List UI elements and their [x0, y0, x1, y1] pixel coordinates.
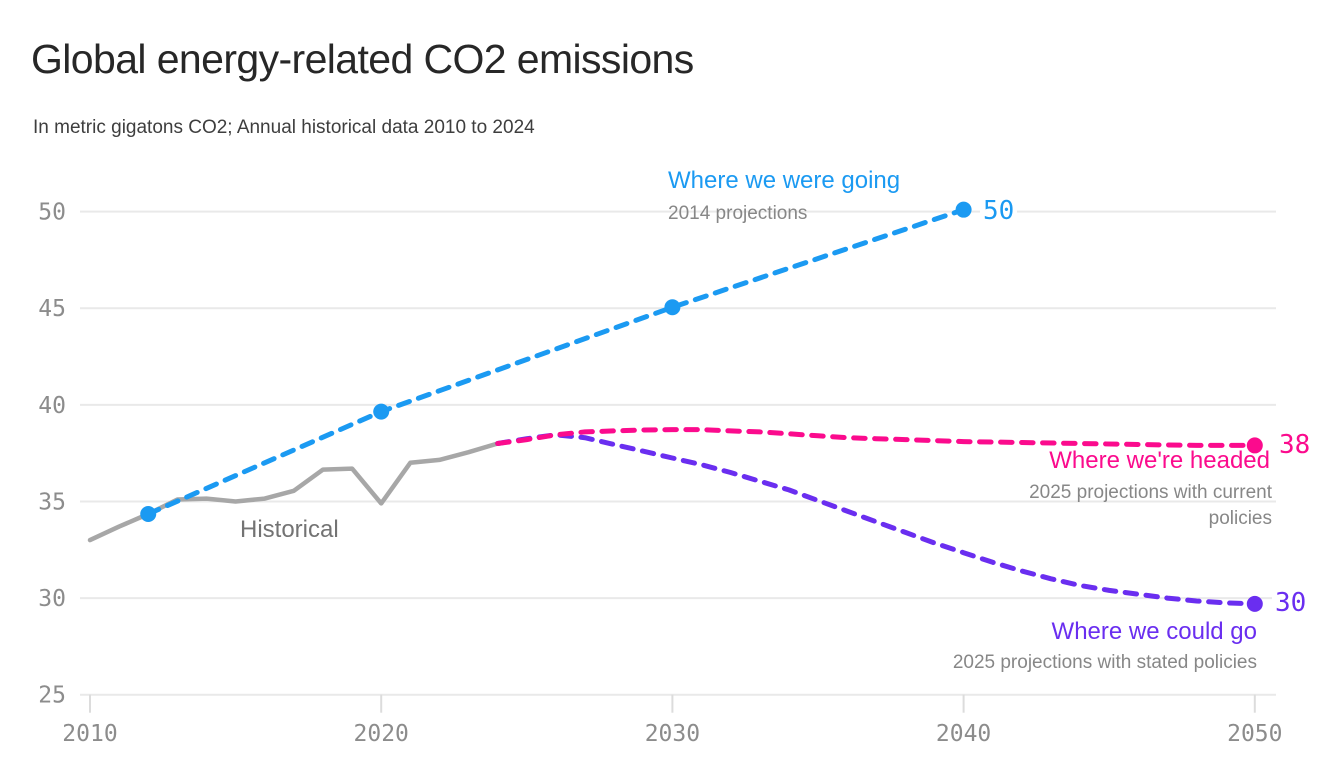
data-point-dot-series-3 [1246, 595, 1263, 612]
series-line-3 [495, 432, 1258, 607]
x-axis-tick-label: 2040 [936, 721, 991, 747]
series-line-2 [495, 427, 1258, 448]
chart-subtitle: In metric gigatons CO2; Annual historica… [33, 117, 535, 138]
data-point-dot-series-1 [140, 506, 157, 523]
x-axis-tick-label: 2050 [1227, 721, 1282, 747]
annotation-headed-label: Where we're headed [1049, 447, 1270, 474]
y-axis-tick-label: 50 [38, 200, 66, 226]
annotation-could-go-sublabel: 2025 projections with stated policies [952, 652, 1257, 673]
annotation-were-going-label: Where we were going [668, 167, 901, 194]
annotation-historical-label: Historical [240, 516, 339, 543]
value-label-38: 38 [1276, 430, 1314, 460]
data-point-dot-series-1 [373, 403, 390, 420]
annotation-could-go-label: Where we could go [1051, 618, 1257, 645]
x-axis-tick-label: 2030 [645, 721, 700, 747]
x-axis: 2010 2020 2030 2040 2050 [62, 694, 1282, 747]
annotation-were-going-sublabel: 2014 projections [668, 203, 808, 224]
y-axis-tick-label: 45 [38, 296, 66, 322]
x-axis-tick-label: 2020 [354, 721, 409, 747]
y-axis-tick-label: 40 [38, 393, 66, 419]
data-point-dot-series-1 [955, 201, 972, 218]
annotation-headed-sublabel: 2025 projections with current policies [1029, 482, 1272, 529]
data-point-dot-series-2 [1246, 437, 1263, 454]
value-label-50: 50 [980, 196, 1018, 226]
y-axis-tick-label: 35 [38, 489, 66, 515]
data-point-dot-series-1 [664, 299, 681, 316]
series-line-1 [145, 207, 967, 517]
value-label-30: 30 [1272, 588, 1310, 618]
x-axis-tick-label: 2010 [62, 721, 117, 747]
y-axis-tick-label: 25 [38, 683, 66, 709]
y-axis-tick-label: 30 [38, 586, 66, 612]
page-title: Global energy-related CO2 emissions [31, 36, 694, 82]
